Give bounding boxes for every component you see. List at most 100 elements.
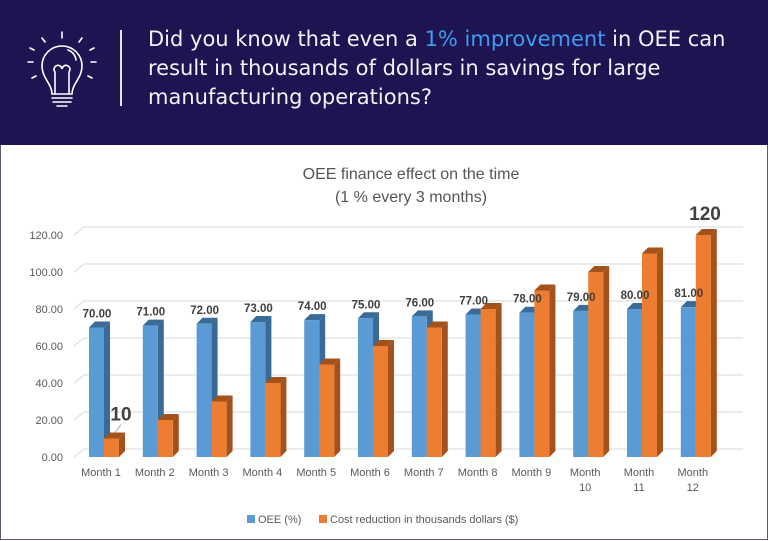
cost-bar-top [104,432,125,439]
chart-frame: OEE finance effect on the time (1 % every… [0,145,768,540]
cost-bar-side [549,284,556,457]
cost-bar-side [172,414,179,457]
cost-bar [104,438,119,457]
legend-label-oee: OEE (%) [258,514,301,526]
cost-bar [373,346,388,457]
cost-bar-side [226,395,233,457]
y-tick-label: 80.00 [35,304,63,316]
cost-bar-side [495,303,502,457]
cost-bar [319,364,335,457]
oee-data-label: 78.00 [513,294,542,306]
cost-bar [265,383,281,457]
headline: Did you know that even a 1% improvement … [148,27,726,109]
annotation-last: 120 [689,204,721,225]
x-tick-label: Month 10 [570,467,601,494]
cost-bar-top [426,321,448,328]
cost-bar-side [334,358,341,457]
oee-bar [250,321,266,457]
cost-bar-top [157,414,179,420]
x-tick-label: Month 4 [243,467,283,479]
oee-data-label: 77.00 [459,296,488,308]
oee-bar [142,325,158,457]
cost-bar-side [657,247,663,457]
x-tick-label: Month 5 [296,467,336,479]
oee-bar [465,314,481,457]
oee-bar [89,327,104,457]
x-tick-label: Month 6 [350,467,390,479]
oee-data-label: 73.00 [244,303,273,315]
legend-label-cost: Cost reduction in thousands dollars ($) [330,514,518,526]
gridline-slant [73,263,85,273]
oee-bar [573,310,589,457]
cost-bar-top [642,247,663,254]
cost-bar [695,235,711,457]
cost-bar-side [603,266,610,457]
oee-data-label: 81.00 [674,288,703,300]
x-tick-label: Month 2 [135,467,175,479]
x-tick-label: Month 11 [624,467,655,494]
oee-bar-top [250,315,272,322]
cost-bar [480,309,496,457]
legend-swatch-cost [319,515,327,523]
header-divider [120,30,122,106]
cost-bar-side [388,340,394,457]
annotation-first: 10 [110,405,131,426]
legend-swatch-oee [247,515,255,523]
cost-bar-top [211,395,233,402]
cost-bar-side [280,377,287,457]
oee-bar-top [304,314,326,321]
cost-bar [211,401,227,457]
oee-bar [196,323,212,457]
oee-bar [411,316,427,457]
gridline-slant [73,448,85,458]
cost-bar-top [319,358,341,365]
chart-title: OEE finance effect on the time [303,166,520,183]
gridline-slant [73,337,85,347]
cost-bar-top [534,284,556,291]
cost-bar-top [588,266,610,272]
y-tick-label: 100.00 [29,267,63,279]
chart-subtitle: (1 % every 3 months) [335,189,487,206]
oee-data-label: 74.00 [298,301,327,313]
x-tick-label: Month 1 [81,467,121,479]
cost-bar [642,253,657,457]
lightbulb-icon [27,31,97,107]
y-tick-label: 20.00 [35,415,63,427]
oee-bar [304,320,320,457]
gridline-slant [73,300,85,310]
oee-data-label: 80.00 [621,290,650,302]
cost-bar [534,290,550,457]
cost-bar-side [710,229,717,457]
oee-bar-side [104,321,110,457]
cost-bar [426,327,442,457]
oee-bar [627,309,642,457]
headline-highlight: 1% improvement [424,27,606,51]
header-banner: Did you know that even a 1% improvement … [0,0,768,145]
bar-chart: OEE finance effect on the time (1 % every… [29,166,743,526]
cost-bar-side [119,432,125,457]
oee-bar-top [142,319,164,326]
y-tick-label: 0.00 [42,452,63,464]
x-tick-label: Month 12 [678,467,709,494]
x-tick-label: Month 3 [189,467,229,479]
oee-data-label: 70.00 [83,309,112,321]
oee-bar [358,318,373,457]
cost-bar-side [441,321,448,457]
cost-bar-top [265,377,287,383]
cost-bar-top [373,340,394,346]
gridline-slant [73,411,85,421]
oee-bar [519,312,535,457]
oee-bar-top [411,310,433,317]
gridline-slant [73,226,85,236]
y-tick-label: 40.00 [35,378,63,390]
oee-data-label: 71.00 [136,307,165,319]
x-tick-label: Month 7 [404,467,444,479]
oee-bar [680,307,696,457]
oee-data-label: 72.00 [190,305,219,317]
cost-bar [588,272,604,457]
oee-bar-top [196,317,218,324]
oee-bar-top [89,321,110,328]
oee-data-label: 79.00 [567,292,596,304]
annotation-leader [114,424,122,433]
cost-bar-top [695,229,717,235]
